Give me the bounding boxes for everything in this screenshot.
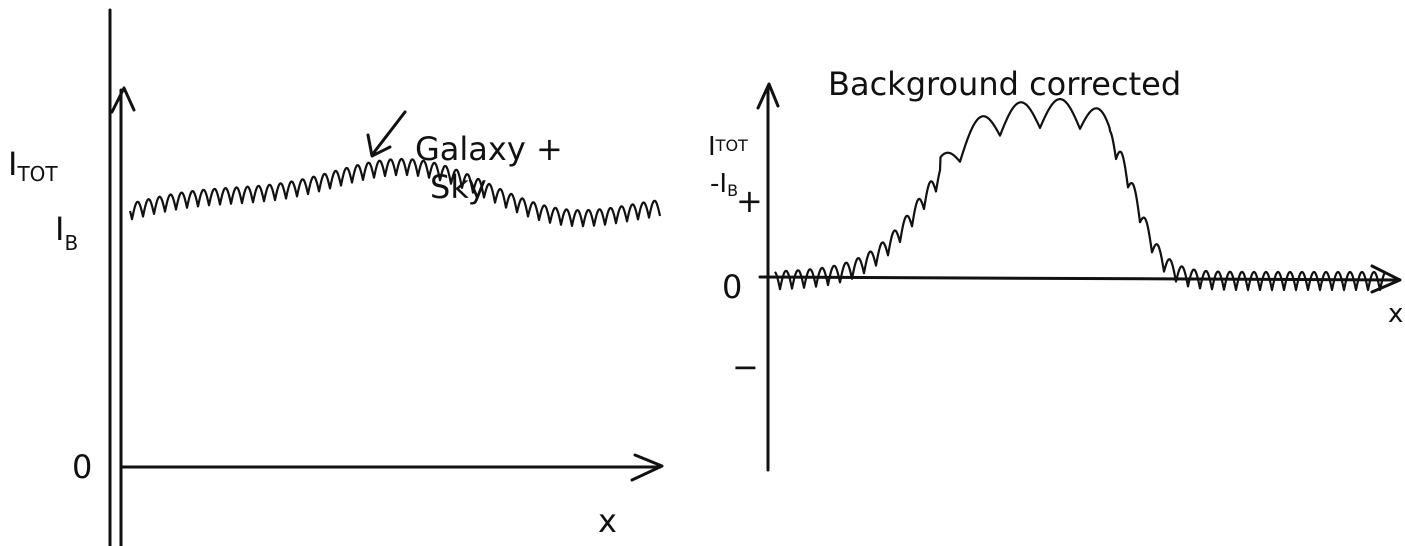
symbol: I: [55, 210, 64, 248]
symbol: I: [708, 132, 716, 162]
background: [0, 0, 1405, 546]
origin-label: 0: [72, 448, 92, 486]
symbol: I: [8, 145, 17, 183]
plus-label: +: [736, 182, 763, 220]
origin-label: 0: [722, 268, 742, 306]
diagram: ITOT IB 0 x Galaxy + Sky Background corr…: [0, 0, 1405, 546]
subscript: B: [64, 231, 78, 255]
x-label: x: [1388, 299, 1403, 329]
annotation: Galaxy +: [415, 130, 563, 168]
panel-title: Background corrected: [828, 65, 1181, 103]
x-label: x: [598, 502, 617, 540]
subscript: TOT: [715, 136, 748, 155]
subscript: TOT: [16, 162, 58, 186]
minus-label: −: [732, 348, 759, 386]
symbol: -I: [710, 169, 727, 199]
